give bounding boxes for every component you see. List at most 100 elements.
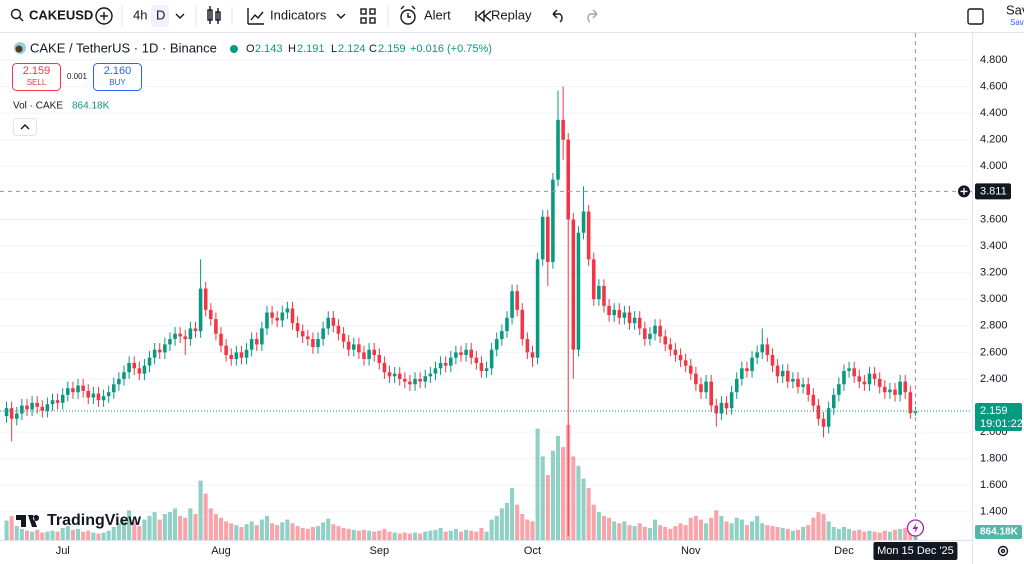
candle-body [724, 402, 729, 409]
events-button[interactable] [906, 519, 925, 537]
buy-button[interactable]: 2.160 BUY [93, 63, 142, 91]
layout-button[interactable] [360, 8, 376, 24]
candle-body [464, 349, 468, 356]
candle-body [341, 333, 346, 342]
candle-body [821, 418, 826, 427]
y-tick-label: 1.800 [980, 453, 1008, 465]
volume-bar [413, 532, 418, 540]
candle-body [280, 312, 285, 321]
save-button[interactable]: Sav [1006, 2, 1024, 17]
settings-button[interactable] [997, 545, 1009, 557]
volume-bar [852, 530, 857, 540]
volume-bar [734, 517, 739, 540]
crosshair-date-label: Mon 15 Dec '25 [877, 545, 954, 557]
interval-menu[interactable] [175, 13, 185, 19]
symbol-search[interactable]: CAKEUSD [10, 7, 94, 22]
volume-bar [831, 527, 836, 540]
volume-bar [673, 526, 678, 540]
volume-bar [836, 528, 841, 540]
volume-bar [81, 531, 86, 540]
volume-bar [780, 527, 785, 540]
sell-price[interactable]: 2.159 [23, 65, 51, 77]
replay-label[interactable]: Replay [491, 7, 532, 22]
volume-bar [40, 532, 45, 540]
tv-logo [16, 515, 40, 527]
volume-bar [152, 512, 157, 540]
candle-body [351, 344, 356, 350]
candle-body [428, 373, 433, 377]
candle-body [826, 408, 831, 427]
alert-label[interactable]: Alert [424, 7, 451, 22]
volume-bar [535, 428, 540, 540]
interval-d[interactable]: D [156, 7, 165, 22]
volume-bar [479, 527, 484, 540]
volume-bar [193, 514, 198, 540]
volume-bar [218, 517, 224, 540]
plus-sign [960, 187, 968, 195]
candle-body [387, 372, 392, 377]
volume-bar [601, 515, 607, 540]
volume-bar [729, 523, 734, 540]
candle-body [673, 349, 678, 356]
candle-body [157, 349, 162, 353]
volume-bar [178, 515, 183, 540]
indicators-button[interactable]: Indicators [247, 7, 327, 25]
sell-label[interactable]: SELL [27, 78, 47, 87]
candle-body [357, 344, 361, 353]
compare-button[interactable] [95, 7, 113, 25]
ohlc-letter: O [246, 43, 255, 55]
volume-bar [4, 520, 9, 540]
replay-button[interactable]: Replay [475, 7, 532, 23]
buy-price[interactable]: 2.160 [104, 65, 132, 77]
volume-bar [315, 526, 321, 540]
overlay-layer: 4.800 4.600 4.400 4.200 4.000 3.600 3.400 3.200… [0, 33, 1023, 560]
volume-bar [882, 530, 887, 540]
alert-button[interactable]: Alert [400, 5, 451, 25]
candle-body [734, 378, 739, 393]
candle-body [816, 405, 821, 419]
candle-body [183, 336, 188, 340]
candle-body [71, 388, 75, 393]
volume-bar [162, 514, 167, 540]
ohlc-value: 2.191 [297, 43, 325, 55]
volume-bar [872, 531, 877, 540]
candle-body [285, 308, 290, 313]
candle-body [81, 385, 85, 391]
events-bolt [912, 523, 919, 533]
crosshair-date-tag [873, 542, 958, 560]
indicators-menu[interactable] [336, 13, 346, 19]
buy-label[interactable]: BUY [109, 78, 126, 87]
sell-button[interactable]: 2.159 SELL [12, 63, 61, 91]
candle-body [326, 317, 331, 329]
volume-bar [469, 530, 474, 540]
volume-bar [484, 531, 489, 540]
indicators-label[interactable]: Indicators [270, 7, 327, 22]
volume-bar [341, 527, 346, 540]
volume-bar [188, 508, 193, 540]
volume-bar [45, 531, 50, 540]
crosshair-add-button[interactable] [958, 185, 970, 198]
volume-bar [259, 519, 264, 540]
volume-bar [714, 510, 719, 540]
volume-bar [816, 512, 821, 540]
undo-button[interactable] [552, 9, 563, 23]
volume-bar [132, 521, 137, 540]
fullscreen-button[interactable] [967, 8, 984, 25]
volume-bar [739, 519, 744, 540]
candle-body [837, 384, 841, 395]
volume-bar [596, 512, 601, 540]
symbol[interactable]: CAKEUSD [29, 7, 93, 22]
volume-bar [270, 523, 275, 540]
chart-type-button[interactable] [207, 6, 221, 24]
candle-body [9, 408, 14, 419]
volume-bar [331, 524, 336, 540]
interval-4h[interactable]: 4h [133, 7, 147, 22]
y-tick-label: 1.400 [980, 506, 1008, 518]
last-price-label: 2.159 [980, 405, 1008, 417]
volume-bar [892, 529, 898, 540]
volume-bar [35, 529, 40, 540]
redo-button[interactable] [587, 9, 598, 23]
collapse-legend[interactable] [13, 118, 37, 136]
candle-body [254, 339, 259, 345]
